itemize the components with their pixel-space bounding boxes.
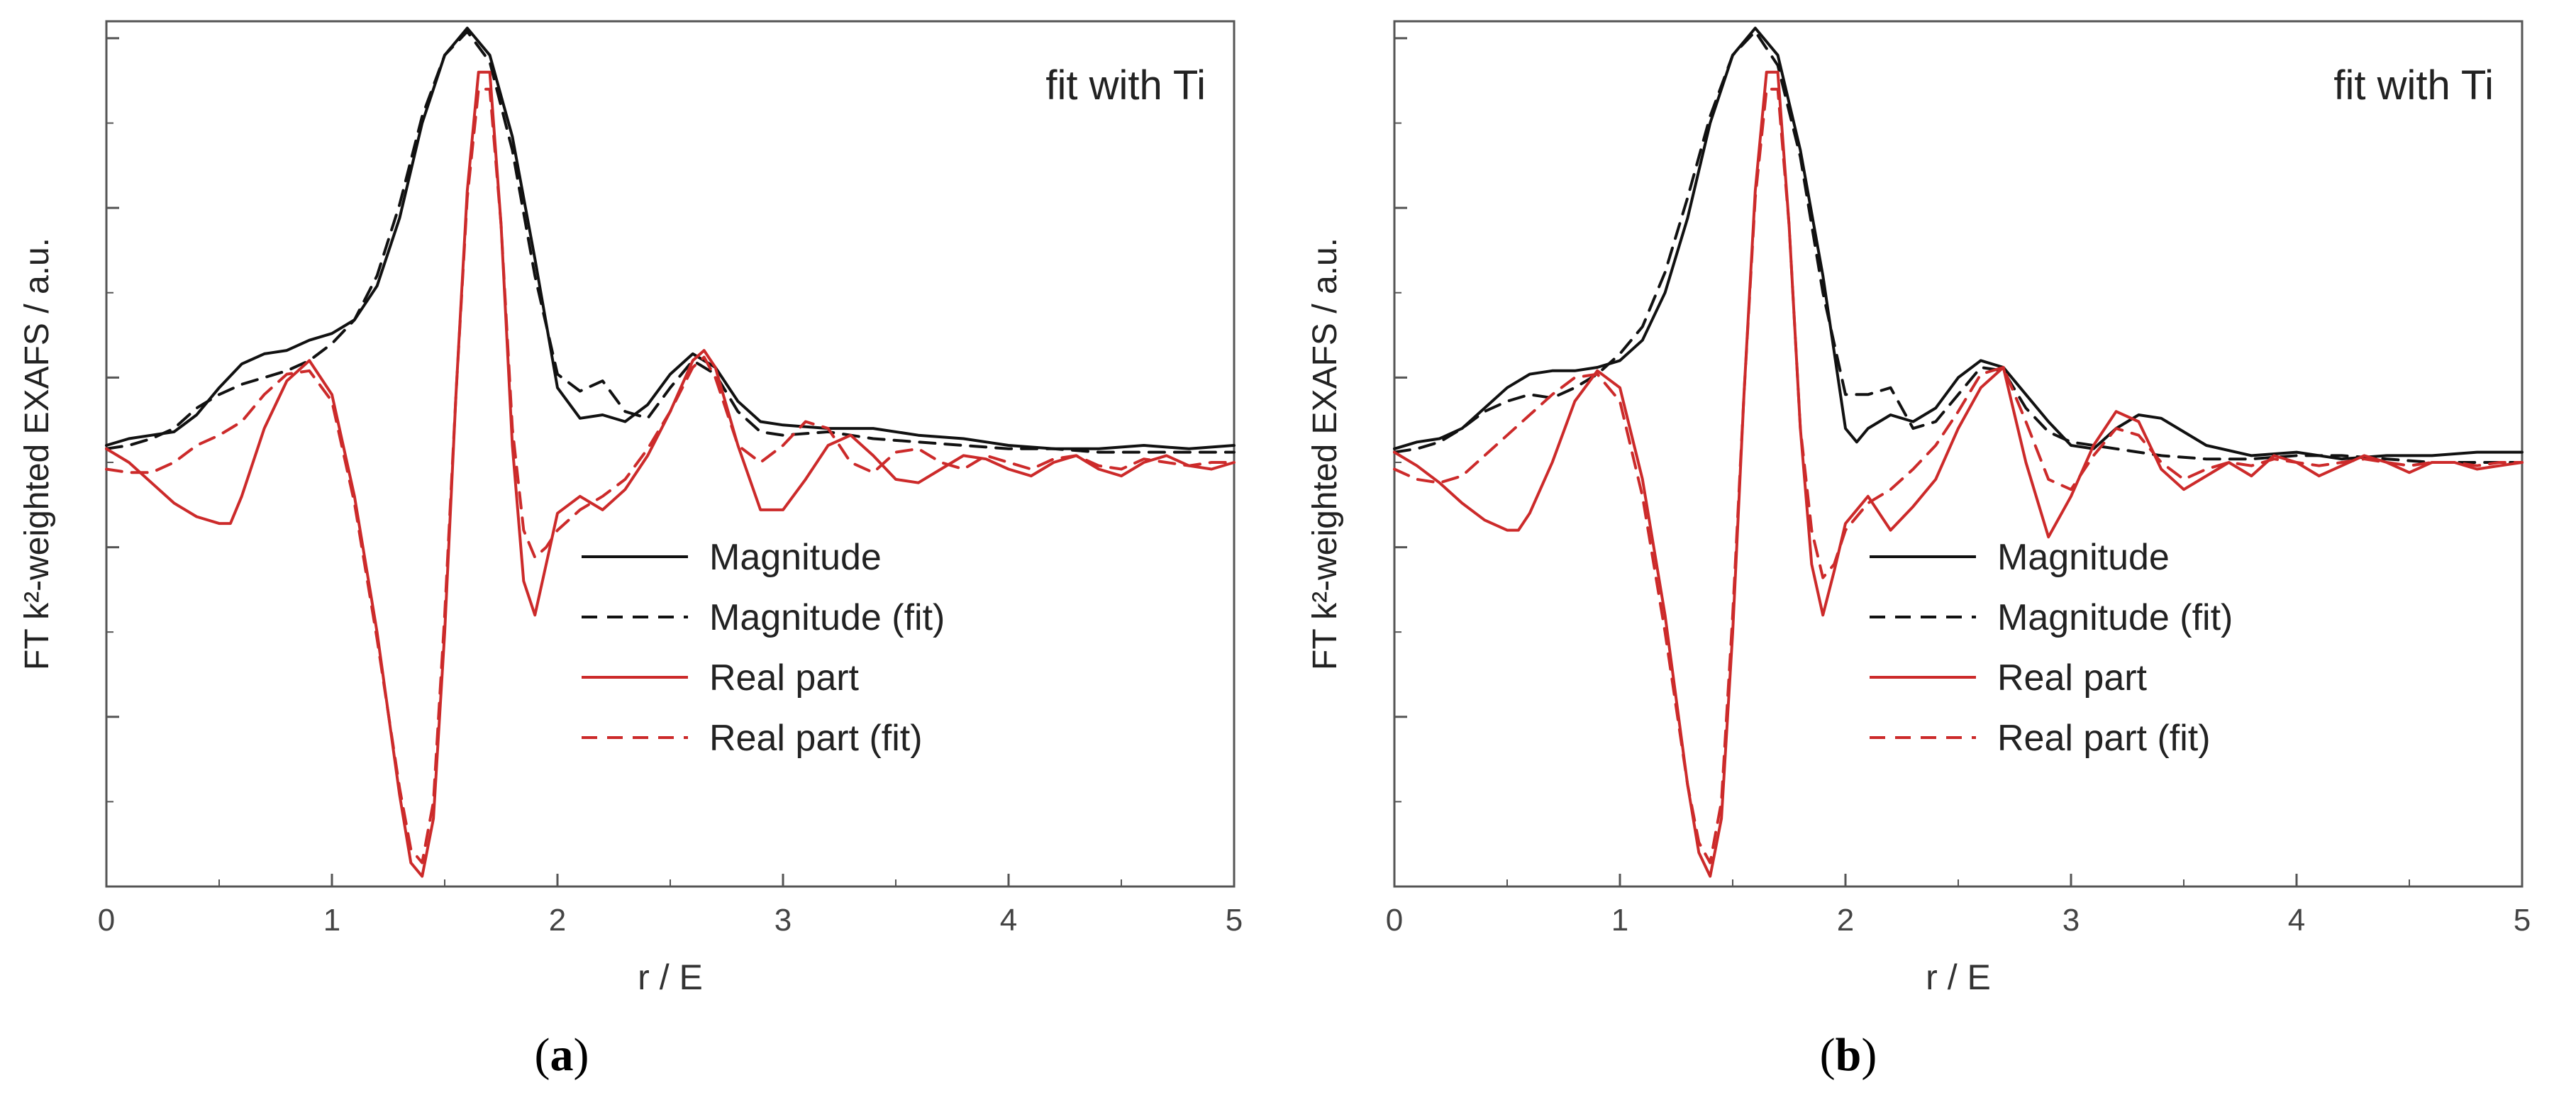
series-magnitude-line bbox=[1393, 26, 2524, 461]
x-tick-label: 0 bbox=[98, 903, 115, 938]
legend-label: Real part bbox=[1997, 657, 2148, 699]
x-axis-title: r / E bbox=[638, 957, 703, 997]
x-axis-title: r / E bbox=[1926, 957, 1991, 997]
chart-b: 0 1 2 3 4 5 r / E FT k²-weighted EXAFS / a.u. fi… bbox=[1306, 20, 2531, 997]
series-magnitude-fit-line bbox=[105, 30, 1236, 454]
legend-label: Real part (fit) bbox=[1997, 718, 2211, 759]
y-axis-title: FT k²-weighted EXAFS / a.u. bbox=[18, 238, 56, 670]
chart-panel-b: 0 1 2 3 4 5 r / E FT k²-weighted EXAFS / a.u. fi… bbox=[1288, 0, 2576, 1117]
chart-annotation: fit with Ti bbox=[2333, 62, 2494, 109]
legend-label: Magnitude (fit) bbox=[1997, 597, 2233, 638]
x-tick-label: 2 bbox=[549, 903, 566, 938]
x-tick-label: 3 bbox=[775, 903, 792, 938]
series-real-part-fit-line bbox=[105, 87, 1236, 865]
series-magnitude-fit-line bbox=[1393, 30, 2524, 464]
legend-label: Magnitude bbox=[1997, 537, 2170, 578]
chart-panel-a: 0 1 2 3 4 5 r / E FT k²-weighted EXAFS / a.u. fi… bbox=[18, 20, 1243, 1081]
x-tick-label: 4 bbox=[1000, 903, 1017, 938]
x-tick-label: 5 bbox=[1226, 903, 1243, 938]
plot-frame bbox=[105, 20, 1236, 888]
legend-label: Magnitude (fit) bbox=[709, 597, 945, 638]
legend-label: Real part (fit) bbox=[709, 718, 923, 759]
x-tick-label: 2 bbox=[1837, 903, 1854, 938]
x-tick-label: 4 bbox=[2288, 903, 2305, 938]
series-magnitude-line bbox=[105, 26, 1236, 450]
chart-a: 0 1 2 3 4 5 r / E FT k²-weighted EXAFS / a.u. fi… bbox=[18, 20, 1243, 997]
series-real-part-line bbox=[105, 70, 1236, 878]
panel-caption-a: (a) bbox=[534, 1029, 589, 1081]
series-real-part-line bbox=[1393, 70, 2524, 878]
series-real-part-fit-line bbox=[1393, 87, 2524, 865]
chart-annotation: fit with Ti bbox=[1045, 62, 1206, 109]
x-tick-label: 1 bbox=[323, 903, 340, 938]
plot-frame bbox=[1393, 20, 2524, 888]
legend-label: Real part bbox=[709, 657, 860, 699]
x-tick-label: 3 bbox=[2063, 903, 2080, 938]
x-tick-label: 5 bbox=[2514, 903, 2531, 938]
y-axis-title: FT k²-weighted EXAFS / a.u. bbox=[1306, 238, 1344, 670]
legend-label: Magnitude bbox=[709, 537, 882, 578]
x-tick-label: 0 bbox=[1386, 903, 1403, 938]
x-tick-label: 1 bbox=[1611, 903, 1628, 938]
panel-caption-b: (b) bbox=[1819, 1029, 1877, 1081]
